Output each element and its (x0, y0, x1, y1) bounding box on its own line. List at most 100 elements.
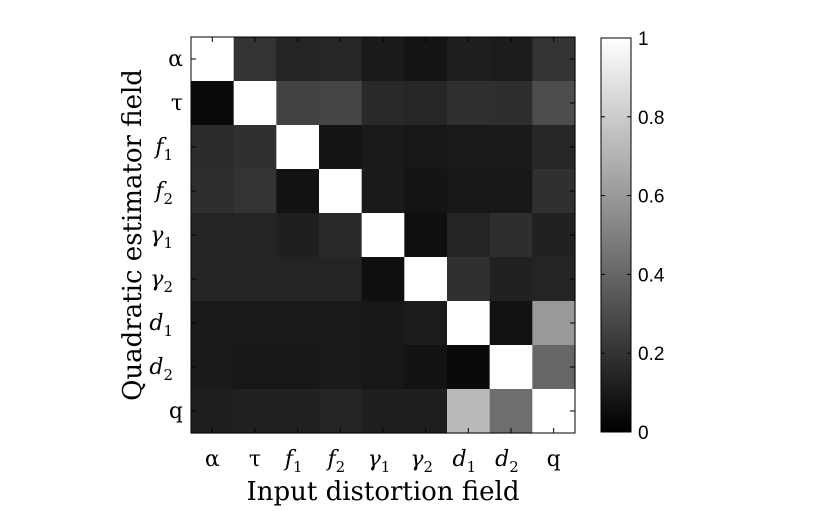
y-axis-label: Quadratic estimator field (118, 69, 148, 401)
heatmap-cell (233, 345, 277, 390)
heatmap-cell (489, 257, 533, 302)
heatmap-cell (319, 81, 363, 126)
heatmap-cell (191, 345, 235, 390)
x-tick-label: α (205, 447, 220, 472)
heatmap-cell (447, 301, 491, 346)
heatmap-cell (489, 213, 533, 258)
heatmap-cell (532, 389, 576, 434)
heatmap-cell (447, 169, 491, 214)
x-tick-label: τ (249, 447, 261, 472)
heatmap-cell (233, 301, 277, 346)
heatmap-cell (276, 257, 320, 302)
heatmap-cell (191, 125, 235, 170)
heatmap-cell (489, 125, 533, 170)
heatmap-cell (404, 213, 448, 258)
heatmap-cell (532, 213, 576, 258)
heatmap-cell (361, 301, 405, 346)
x-axis-ticks: α τ f1 f2 γ1 γ2 d1 d2 q (205, 37, 561, 476)
colorbar-tick-label: 0.6 (638, 187, 664, 208)
heatmap-cell (233, 125, 277, 170)
heatmap-cell (447, 37, 491, 82)
heatmap-cell (361, 81, 405, 126)
x-axis-label: Input distortion field (246, 477, 519, 507)
heatmap-cell (489, 301, 533, 346)
heatmap-cell (233, 37, 277, 82)
x-tick-label: γ2 (410, 447, 433, 476)
heatmap-cell (191, 301, 235, 346)
heatmap-cell (319, 213, 363, 258)
heatmap-cell (191, 81, 235, 126)
heatmap-cell (233, 169, 277, 214)
heatmap-cell (532, 169, 576, 214)
heatmap-cell (319, 169, 363, 214)
heatmap-cell (276, 389, 320, 434)
x-tick-label: f2 (325, 447, 345, 476)
heatmap-cell (361, 37, 405, 82)
heatmap-cell (532, 37, 576, 82)
heatmap-cell (532, 81, 576, 126)
heatmap-cell (276, 37, 320, 82)
heatmap-cell (489, 345, 533, 390)
x-tick-label: q (547, 447, 561, 472)
colorbar-tick-label: 0 (638, 423, 649, 444)
heatmap-cell (319, 37, 363, 82)
heatmap-cell (233, 257, 277, 302)
heatmap-cell (489, 389, 533, 434)
heatmap-cell (404, 257, 448, 302)
heatmap-cell (489, 169, 533, 214)
y-tick-label: f1 (153, 135, 173, 164)
heatmap-cell (276, 169, 320, 214)
heatmap-cell (361, 213, 405, 258)
heatmap-cell (361, 169, 405, 214)
heatmap-cell (532, 345, 576, 390)
heatmap-cell (489, 37, 533, 82)
x-tick-label: γ1 (368, 447, 391, 476)
heatmap-cell (191, 169, 235, 214)
colorbar-ticks: 0 0.2 0.4 0.6 0.8 1 (601, 29, 665, 444)
heatmap-cell (319, 301, 363, 346)
heatmap-cell (447, 213, 491, 258)
heatmap-cell (532, 257, 576, 302)
y-tick-label: γ1 (150, 223, 173, 252)
y-tick-label: q (169, 399, 183, 424)
x-tick-label: d2 (495, 447, 519, 476)
heatmap-cell (233, 389, 277, 434)
heatmap-cell (404, 345, 448, 390)
heatmap-cell (447, 345, 491, 390)
heatmap-cell (191, 389, 235, 434)
y-tick-label: τ (171, 91, 183, 116)
heatmap-cell (276, 345, 320, 390)
heatmap-cell (319, 389, 363, 434)
y-tick-label: γ2 (150, 267, 173, 296)
heatmap-cell (404, 81, 448, 126)
heatmap-cell (447, 81, 491, 126)
heatmap-cell (319, 257, 363, 302)
heatmap-cell (447, 125, 491, 170)
y-tick-label: d2 (149, 355, 173, 384)
x-tick-label: f1 (283, 447, 303, 476)
heatmap-cell (361, 257, 405, 302)
heatmap-cell (447, 257, 491, 302)
y-tick-label: α (168, 47, 183, 72)
heatmap-cell (319, 125, 363, 170)
x-tick-label: d1 (453, 447, 477, 476)
heatmap-cell (404, 169, 448, 214)
colorbar-tick-label: 1 (638, 29, 649, 50)
heatmap-cell (276, 213, 320, 258)
heatmap-cell (233, 213, 277, 258)
colorbar-tick-label: 0.4 (638, 265, 665, 286)
heatmap-cell (191, 257, 235, 302)
heatmap-cell (233, 81, 277, 126)
y-tick-label: d1 (149, 311, 173, 340)
heatmap-cell (404, 125, 448, 170)
colorbar (600, 37, 632, 433)
heatmap-cell (532, 125, 576, 170)
heatmap-cell (361, 389, 405, 434)
heatmap-cell (404, 37, 448, 82)
heatmap-cell (447, 389, 491, 434)
heatmap-cell (361, 345, 405, 390)
heatmap-cell (361, 125, 405, 170)
heatmap-cell (532, 301, 576, 346)
colorbar-tick-label: 0.8 (638, 108, 664, 129)
